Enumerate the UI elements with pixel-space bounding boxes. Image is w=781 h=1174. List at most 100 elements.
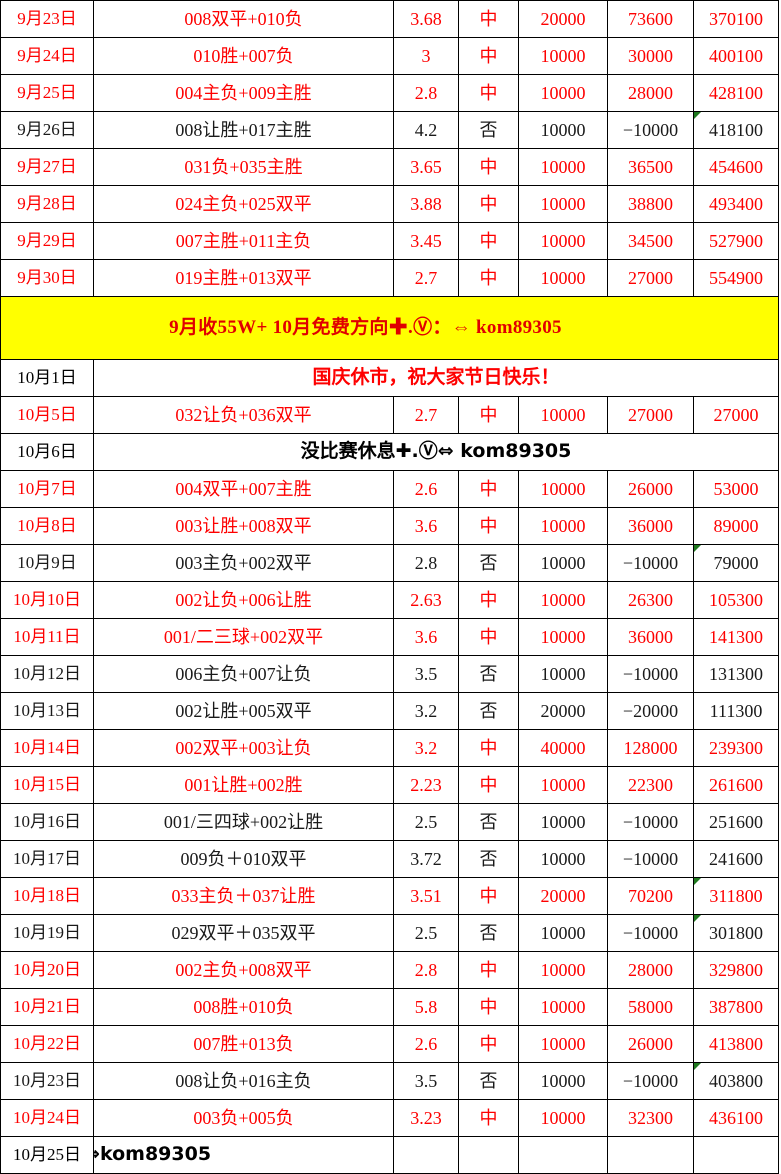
row-result: 中: [458, 37, 519, 75]
row-stake: 10000: [518, 655, 608, 693]
row-date: 10月6日: [0, 433, 94, 471]
row-date: 10月10日: [0, 581, 94, 619]
row-date: 10月9日: [0, 544, 94, 582]
row-odds: 3.2: [393, 729, 459, 767]
table-row: 10月23日 008让负+016主负 3.5 否 10000 −10000 403800: [0, 1062, 779, 1100]
row-odds: 3.65: [393, 148, 459, 186]
table-row: 10月9日 003主负+002双平 2.8 否 10000 −10000 79000: [0, 544, 779, 582]
row-date: 10月21日: [0, 988, 94, 1026]
info-label: 没比赛休息✚.Ⓥ⇔ kom89305: [300, 440, 572, 463]
row-result: 否: [458, 544, 519, 582]
info-text: 没比赛休息✚.Ⓥ⇔ kom89305: [93, 433, 779, 471]
row-stake: 10000: [518, 951, 608, 989]
row-pick: 002让负+006让胜: [93, 581, 394, 619]
row-stake: 10000: [518, 259, 608, 297]
empty-cell: [607, 1136, 694, 1174]
row-stake: 10000: [518, 618, 608, 656]
row-profit: 26000: [607, 470, 694, 508]
row-profit: 28000: [607, 951, 694, 989]
row-profit: 27000: [607, 259, 694, 297]
row-profit: 26300: [607, 581, 694, 619]
row-pick: 002让胜+005双平: [93, 692, 394, 730]
row-profit: 58000: [607, 988, 694, 1026]
table-row: 10月17日 009负＋010双平 3.72 否 10000 −10000 241600: [0, 840, 779, 878]
row-total: 454600: [693, 148, 779, 186]
row-odds: 3.2: [393, 692, 459, 730]
row-odds: 2.23: [393, 766, 459, 804]
row-pick: 003让胜+008双平: [93, 507, 394, 545]
row-profit: 36500: [607, 148, 694, 186]
table-row: 10月19日 029双平＋035双平 2.5 否 10000 −10000 301800: [0, 914, 779, 952]
row-date: 10月11日: [0, 618, 94, 656]
row-pick: 032让负+036双平: [93, 396, 394, 434]
row-result: 中: [458, 222, 519, 260]
row-profit: 73600: [607, 0, 694, 38]
row-odds: 2.8: [393, 951, 459, 989]
row-date: 9月27日: [0, 148, 94, 186]
row-odds: 3.23: [393, 1099, 459, 1137]
row-odds: 3.5: [393, 1062, 459, 1100]
row-stake: 10000: [518, 470, 608, 508]
row-total: 527900: [693, 222, 779, 260]
row-pick: 009负＋010双平: [93, 840, 394, 878]
row-result: 否: [458, 803, 519, 841]
row-total: 27000: [693, 396, 779, 434]
row-total: 301800: [693, 914, 779, 952]
row-profit: 36000: [607, 507, 694, 545]
row-date: 9月24日: [0, 37, 94, 75]
row-result: 中: [458, 1099, 519, 1137]
row-result: 中: [458, 729, 519, 767]
row-date: 9月29日: [0, 222, 94, 260]
promo-banner-label: 9月收55W+ 10月免费方向✚.Ⓥ：⇔ kom89305: [169, 317, 562, 339]
table-row: 10月15日 001让胜+002胜 2.23 中 10000 22300 261600: [0, 766, 779, 804]
row-stake: 10000: [518, 1099, 608, 1137]
row-result: 否: [458, 840, 519, 878]
row-profit: −10000: [607, 655, 694, 693]
row-total: 311800: [693, 877, 779, 915]
row-result: 中: [458, 951, 519, 989]
table-row: 10月10日 002让负+006让胜 2.63 中 10000 26300 105300: [0, 581, 779, 619]
row-profit: −10000: [607, 1062, 694, 1100]
row-date: 10月18日: [0, 877, 94, 915]
row-stake: 10000: [518, 840, 608, 878]
row-result: 中: [458, 148, 519, 186]
row-date: 10月22日: [0, 1025, 94, 1063]
row-result: 中: [458, 1025, 519, 1063]
row-profit: −10000: [607, 840, 694, 878]
table-row: 9月25日 004主负+009主胜 2.8 中 10000 28000 428100: [0, 74, 779, 112]
info-row: 10月25日方案已出✚.Ⓥ⇔kom89305: [0, 1136, 779, 1174]
row-odds: 4.2: [393, 111, 459, 149]
table-row: 9月27日 031负+035主胜 3.65 中 10000 36500 454600: [0, 148, 779, 186]
row-result: 中: [458, 396, 519, 434]
row-profit: 27000: [607, 396, 694, 434]
row-date: 10月8日: [0, 507, 94, 545]
row-pick: 002主负+008双平: [93, 951, 394, 989]
row-odds: 5.8: [393, 988, 459, 1026]
row-total: 493400: [693, 185, 779, 223]
row-odds: 2.8: [393, 74, 459, 112]
row-stake: 10000: [518, 544, 608, 582]
table-row: 10月22日 007胜+013负 2.6 中 10000 26000 413800: [0, 1025, 779, 1063]
row-date: 9月26日: [0, 111, 94, 149]
row-profit: 36000: [607, 618, 694, 656]
row-odds: 3.68: [393, 0, 459, 38]
row-odds: 3.51: [393, 877, 459, 915]
row-profit: −10000: [607, 544, 694, 582]
row-date: 10月25日: [0, 1136, 94, 1174]
row-stake: 10000: [518, 507, 608, 545]
row-result: 否: [458, 692, 519, 730]
row-total: 436100: [693, 1099, 779, 1137]
row-date: 10月23日: [0, 1062, 94, 1100]
row-result: 中: [458, 988, 519, 1026]
row-total: 89000: [693, 507, 779, 545]
empty-cell: [458, 1136, 519, 1174]
info-label: 方案已出✚.Ⓥ⇔kom89305: [95, 1143, 212, 1166]
row-odds: 3.72: [393, 840, 459, 878]
row-pick: 008让负+016主负: [93, 1062, 394, 1100]
row-date: 10月19日: [0, 914, 94, 952]
row-result: 否: [458, 1062, 519, 1100]
row-stake: 20000: [518, 0, 608, 38]
row-profit: −10000: [607, 914, 694, 952]
row-odds: 3.5: [393, 655, 459, 693]
